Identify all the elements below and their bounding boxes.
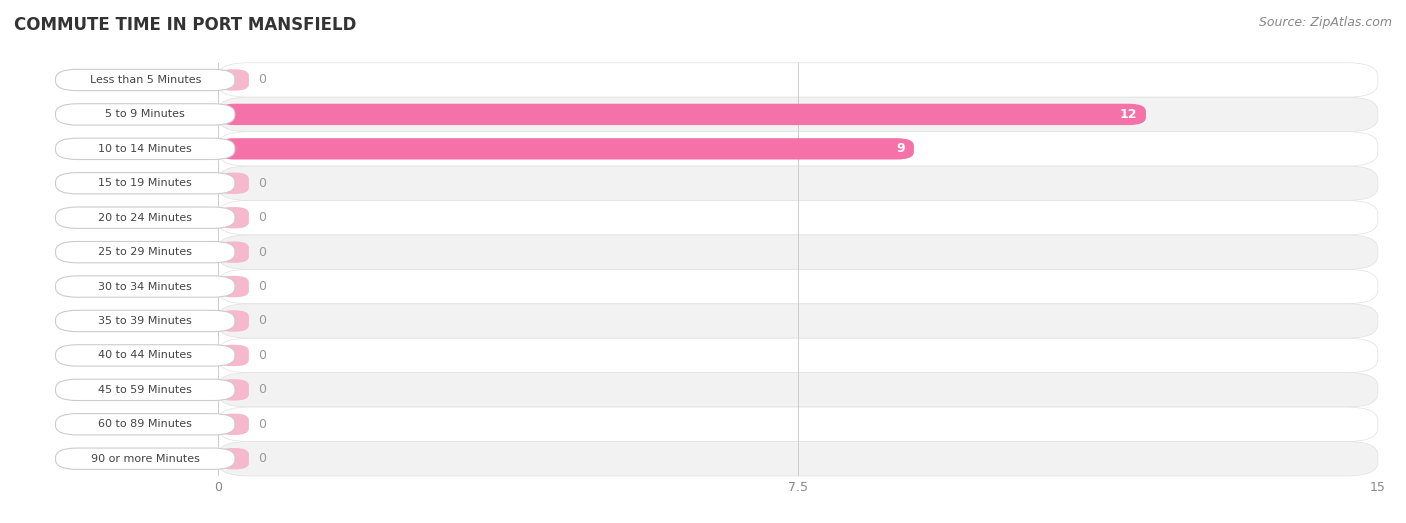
Text: 0: 0: [259, 314, 266, 327]
FancyBboxPatch shape: [218, 97, 1378, 132]
FancyBboxPatch shape: [218, 200, 1378, 235]
FancyBboxPatch shape: [56, 379, 235, 401]
FancyBboxPatch shape: [218, 310, 249, 332]
FancyBboxPatch shape: [56, 310, 235, 332]
Text: 0: 0: [259, 177, 266, 190]
FancyBboxPatch shape: [218, 132, 1378, 166]
FancyBboxPatch shape: [218, 448, 249, 469]
Text: 15 to 19 Minutes: 15 to 19 Minutes: [98, 178, 193, 188]
Text: 0: 0: [259, 452, 266, 465]
FancyBboxPatch shape: [218, 70, 249, 90]
Text: 10 to 14 Minutes: 10 to 14 Minutes: [98, 144, 193, 154]
FancyBboxPatch shape: [218, 63, 1378, 97]
FancyBboxPatch shape: [218, 242, 249, 263]
FancyBboxPatch shape: [56, 207, 235, 229]
FancyBboxPatch shape: [218, 138, 914, 160]
Text: 60 to 89 Minutes: 60 to 89 Minutes: [98, 419, 193, 429]
FancyBboxPatch shape: [56, 242, 235, 263]
Text: 5 to 9 Minutes: 5 to 9 Minutes: [105, 109, 186, 119]
FancyBboxPatch shape: [218, 276, 249, 297]
Text: 0: 0: [259, 418, 266, 431]
FancyBboxPatch shape: [56, 138, 235, 160]
FancyBboxPatch shape: [56, 414, 235, 435]
Text: 20 to 24 Minutes: 20 to 24 Minutes: [98, 213, 193, 223]
Text: 30 to 34 Minutes: 30 to 34 Minutes: [98, 281, 193, 291]
FancyBboxPatch shape: [218, 269, 1378, 304]
FancyBboxPatch shape: [56, 345, 235, 366]
Text: 9: 9: [896, 142, 904, 155]
Text: 12: 12: [1119, 108, 1136, 121]
Text: 35 to 39 Minutes: 35 to 39 Minutes: [98, 316, 193, 326]
Text: 40 to 44 Minutes: 40 to 44 Minutes: [98, 350, 193, 360]
FancyBboxPatch shape: [218, 104, 1146, 125]
Text: Less than 5 Minutes: Less than 5 Minutes: [90, 75, 201, 85]
FancyBboxPatch shape: [56, 104, 235, 125]
FancyBboxPatch shape: [56, 70, 235, 90]
FancyBboxPatch shape: [218, 235, 1378, 269]
FancyBboxPatch shape: [218, 379, 249, 401]
Text: 90 or more Minutes: 90 or more Minutes: [91, 454, 200, 464]
FancyBboxPatch shape: [56, 448, 235, 469]
FancyBboxPatch shape: [218, 304, 1378, 338]
Text: 0: 0: [259, 211, 266, 224]
FancyBboxPatch shape: [56, 173, 235, 194]
Text: COMMUTE TIME IN PORT MANSFIELD: COMMUTE TIME IN PORT MANSFIELD: [14, 16, 357, 33]
Text: Source: ZipAtlas.com: Source: ZipAtlas.com: [1258, 16, 1392, 29]
FancyBboxPatch shape: [218, 372, 1378, 407]
Text: 0: 0: [259, 280, 266, 293]
FancyBboxPatch shape: [218, 207, 249, 229]
FancyBboxPatch shape: [218, 441, 1378, 476]
Text: 0: 0: [259, 349, 266, 362]
FancyBboxPatch shape: [218, 407, 1378, 441]
Text: 0: 0: [259, 383, 266, 396]
Text: 25 to 29 Minutes: 25 to 29 Minutes: [98, 247, 193, 257]
FancyBboxPatch shape: [218, 173, 249, 194]
FancyBboxPatch shape: [218, 166, 1378, 200]
FancyBboxPatch shape: [218, 338, 1378, 372]
FancyBboxPatch shape: [56, 276, 235, 297]
FancyBboxPatch shape: [218, 414, 249, 435]
Text: 0: 0: [259, 246, 266, 259]
Text: 45 to 59 Minutes: 45 to 59 Minutes: [98, 385, 193, 395]
FancyBboxPatch shape: [218, 345, 249, 366]
Text: 0: 0: [259, 73, 266, 86]
